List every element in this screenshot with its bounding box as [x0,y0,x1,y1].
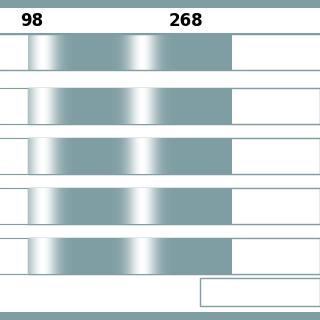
Text: 268: 268 [169,12,203,30]
Bar [28,188,320,224]
Bar [0,312,320,320]
Bar [28,138,320,174]
Bar [28,238,320,274]
Bar [28,88,320,124]
Bar [0,0,320,8]
Bar [200,278,320,306]
Text: 98: 98 [20,12,44,30]
